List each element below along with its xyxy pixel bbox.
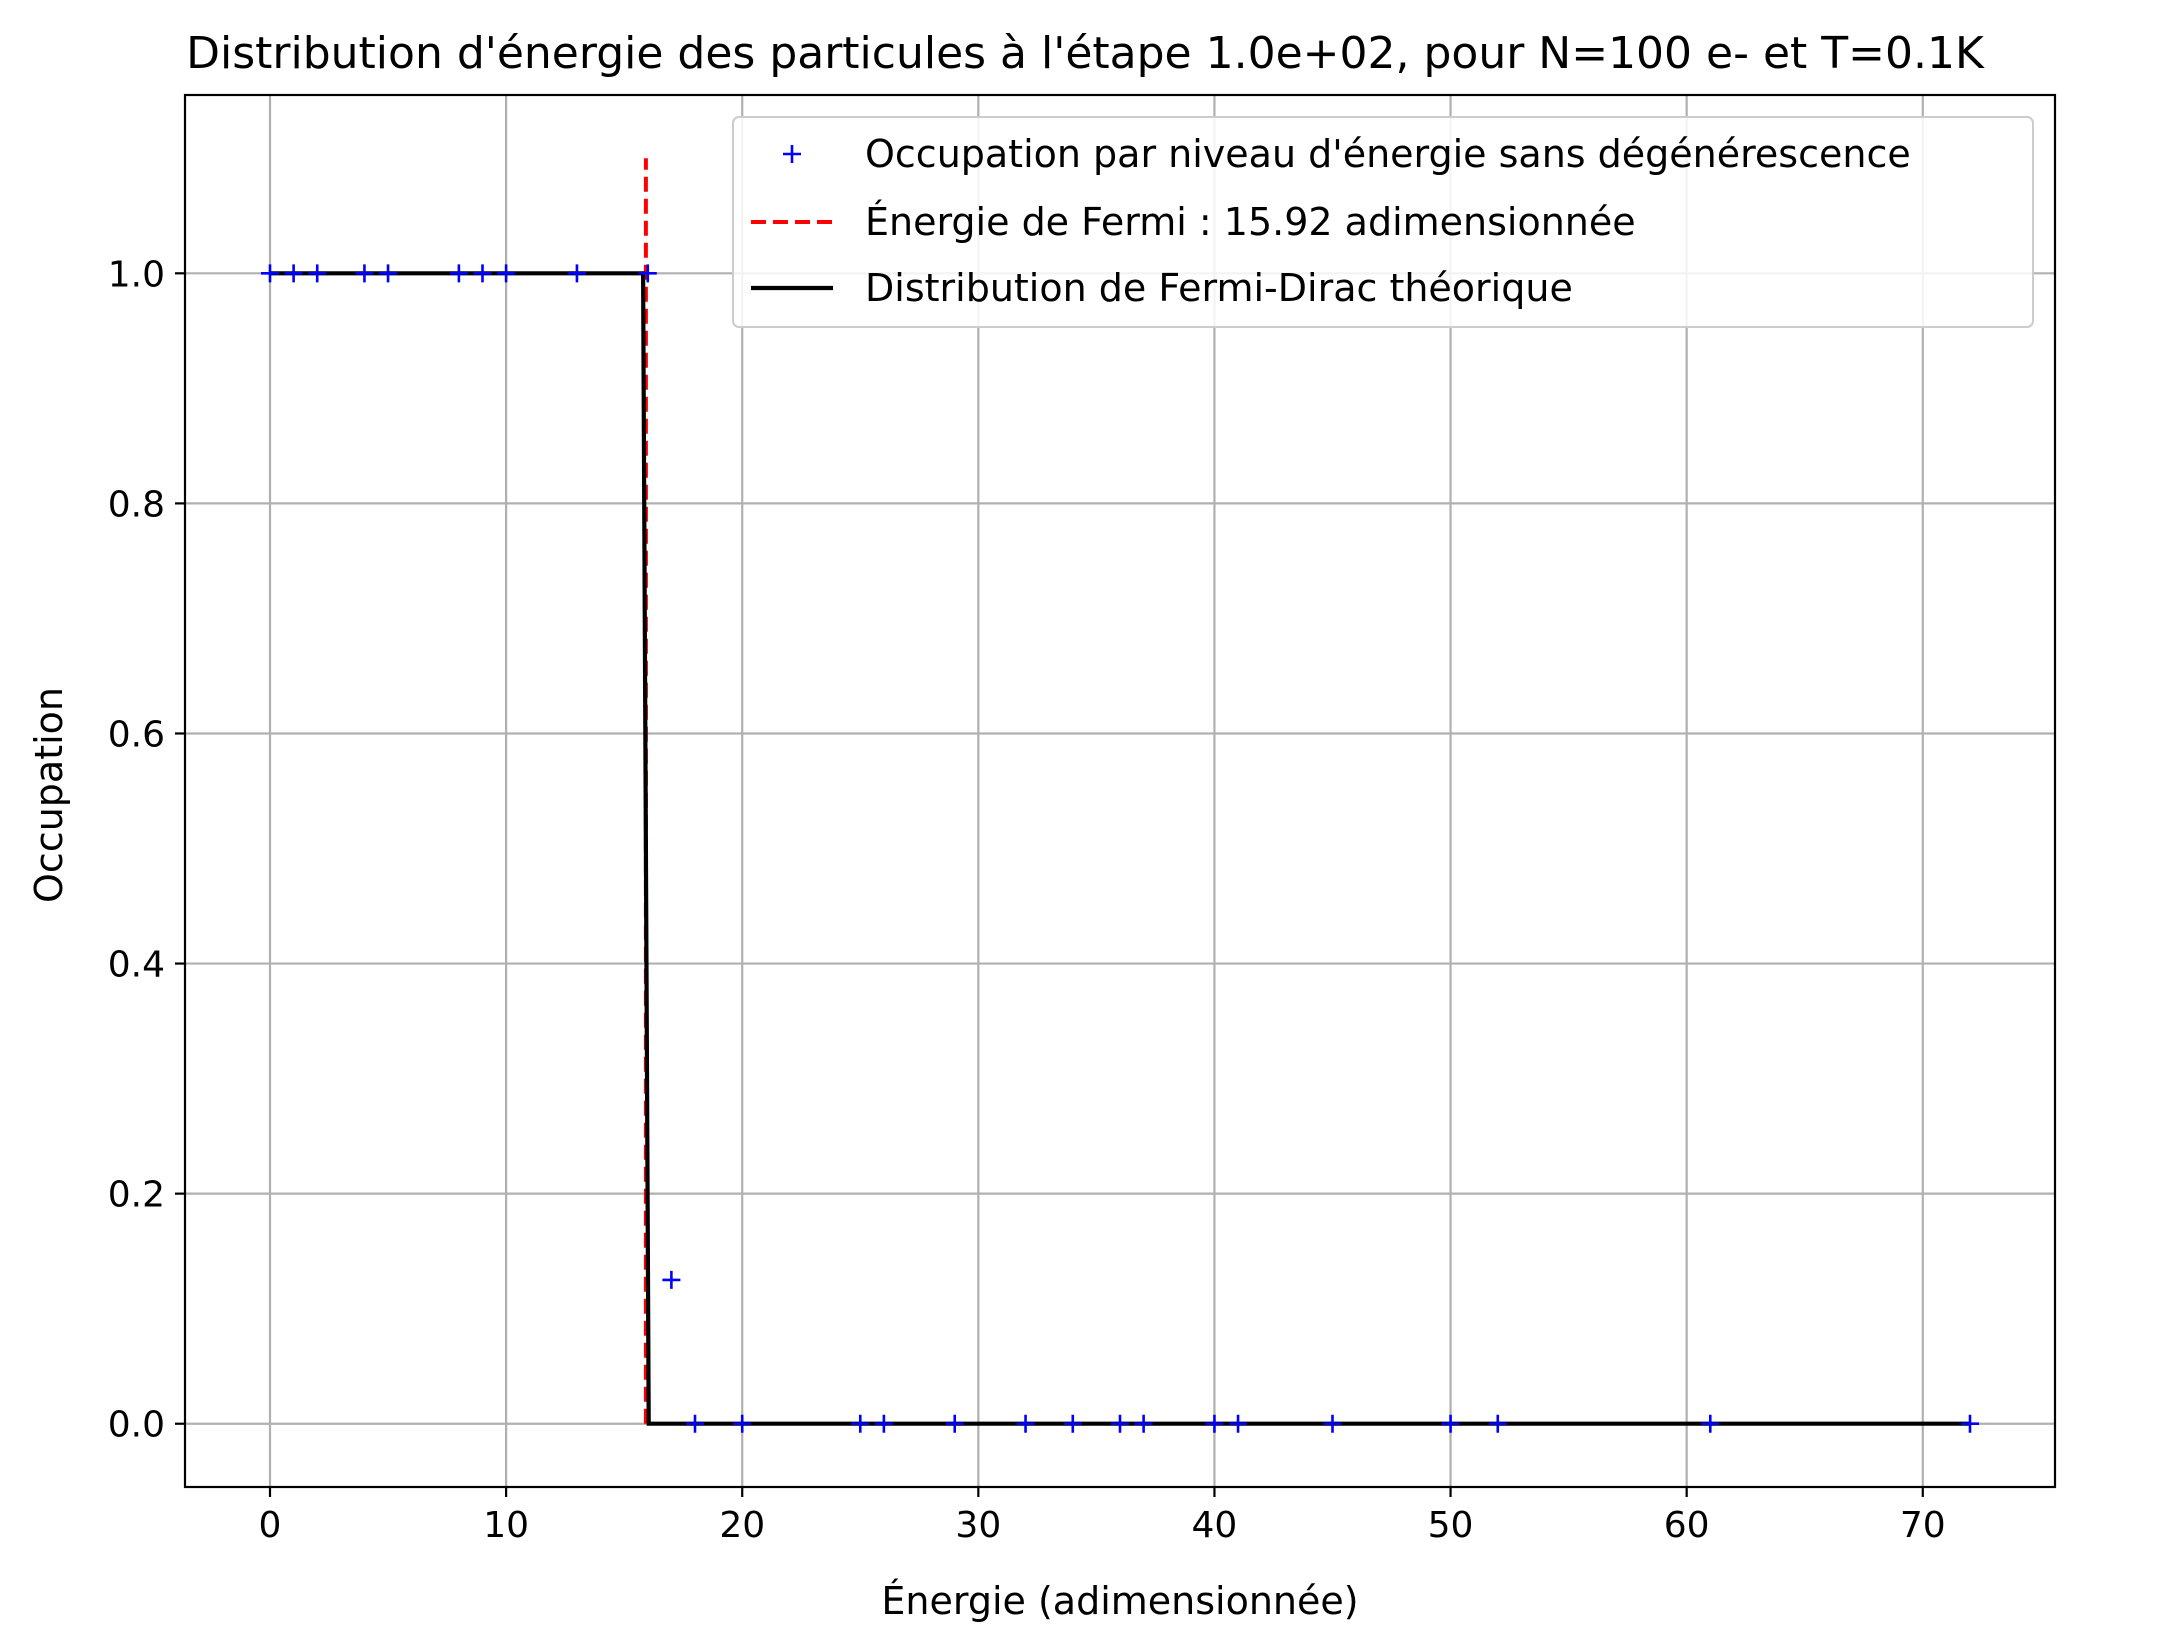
x-tick-label: 40 — [1192, 1505, 1238, 1546]
y-tick-label: 0.2 — [108, 1175, 165, 1216]
legend-box — [732, 116, 2034, 328]
occupation-point — [261, 264, 279, 283]
y-tick-label: 0.0 — [108, 1405, 165, 1446]
x-tick-label: 20 — [719, 1505, 765, 1546]
occupation-point — [1488, 1414, 1507, 1433]
occupation-point — [1323, 1414, 1342, 1433]
occupation-point — [379, 264, 398, 283]
y-tick-label: 1.0 — [108, 254, 165, 295]
occupation-point — [308, 264, 327, 283]
occupation-point — [1016, 1414, 1035, 1433]
y-axis-ticks: 0.0 0.2 0.4 0.6 0.8 1.0 — [108, 254, 185, 1446]
occupation-point — [1111, 1414, 1129, 1433]
x-tick-label: 50 — [1428, 1505, 1474, 1546]
occupation-point — [355, 264, 374, 283]
axes-frame — [183, 93, 2057, 1489]
x-tick-label: 30 — [955, 1505, 1001, 1546]
occupation-point — [1701, 1414, 1720, 1433]
legend-marker-occupation — [783, 145, 801, 163]
occupation-point — [662, 1270, 681, 1289]
occupation-point — [851, 1414, 870, 1433]
occupation-point — [1205, 1414, 1224, 1433]
occupation-point — [638, 264, 657, 283]
y-tick-label: 0.4 — [108, 945, 165, 986]
fermi-dirac-line — [270, 271, 1970, 1426]
legend-label: Distribution de Fermi-Dirac théorique — [865, 266, 1573, 310]
legend-label: Occupation par niveau d'énergie sans dég… — [865, 132, 1911, 176]
y-axis-label: Occupation — [27, 687, 71, 903]
x-tick-label: 60 — [1664, 1505, 1710, 1546]
y-tick-label: 0.6 — [108, 714, 165, 755]
occupation-point — [874, 1414, 893, 1433]
occupation-point — [733, 1414, 752, 1433]
occupation-point — [449, 264, 468, 283]
occupation-point — [284, 264, 303, 283]
occupation-point — [567, 264, 586, 283]
occupation-point — [1063, 1414, 1082, 1433]
occupation-point — [1134, 1414, 1153, 1433]
legend-label: Énergie de Fermi : 15.92 adimensionnée — [865, 200, 1636, 244]
x-axis-ticks: 0 10 20 30 40 50 60 70 — [259, 1487, 1946, 1546]
x-tick-label: 10 — [483, 1505, 529, 1546]
occupation-point — [1229, 1414, 1248, 1433]
x-tick-label: 0 — [259, 1505, 282, 1546]
plot-area — [261, 158, 1979, 1433]
occupation-point — [497, 264, 516, 283]
occupation-point — [945, 1414, 964, 1433]
occupation-point — [473, 264, 492, 283]
occupation-point — [1961, 1414, 1979, 1433]
occupation-point — [686, 1414, 704, 1433]
x-tick-label: 70 — [1900, 1505, 1946, 1546]
legend: Occupation par niveau d'énergie sans dég… — [732, 116, 2034, 328]
x-axis-label: Énergie (adimensionnée) — [881, 1579, 1358, 1623]
occupation-point — [1441, 1414, 1460, 1433]
y-tick-label: 0.8 — [108, 484, 165, 525]
chart-title: Distribution d'énergie des particules à … — [186, 28, 1985, 79]
